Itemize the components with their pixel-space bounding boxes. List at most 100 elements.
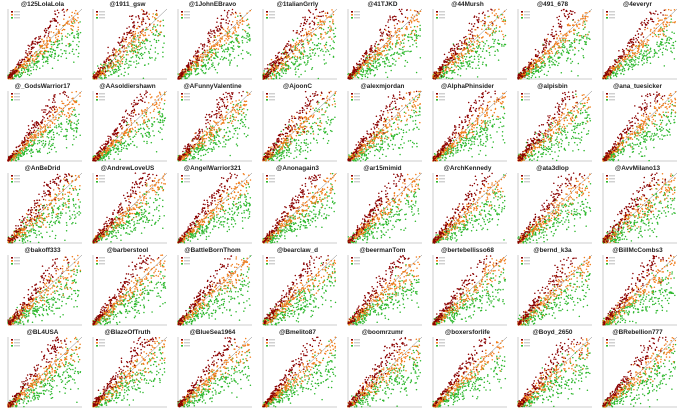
scatter-point: [634, 59, 637, 61]
scatter-point: [670, 50, 672, 52]
scatter-point: [542, 47, 545, 49]
scatter-point: [211, 33, 213, 35]
scatter-point: [371, 56, 374, 58]
scatter-point: [370, 53, 372, 55]
scatter-point: [334, 27, 337, 30]
scatter-point: [292, 44, 295, 47]
scatter-point: [321, 24, 323, 26]
scatter-point: [232, 50, 234, 53]
scatter-point: [296, 43, 298, 46]
scatter-point: [140, 47, 142, 50]
scatter-point: [403, 38, 406, 40]
scatter-point: [391, 16, 394, 19]
scatter-point: [642, 42, 644, 44]
scatter-point: [541, 69, 543, 71]
scatter-point: [664, 17, 666, 19]
scatter-point: [494, 38, 496, 41]
scatter-point: [465, 55, 468, 58]
scatter-point: [500, 30, 503, 32]
scatter-point: [279, 69, 281, 72]
scatter-point: [614, 74, 617, 77]
scatter-point: [634, 55, 637, 57]
scatter-point: [214, 68, 217, 71]
scatter-point: [360, 70, 363, 72]
scatter-point: [141, 21, 143, 23]
scatter-point: [306, 41, 309, 43]
scatter-point: [366, 70, 368, 73]
scatter-point: [402, 48, 404, 51]
scatter-point: [615, 61, 618, 64]
scatter-point: [37, 151, 39, 153]
scatter-point: [459, 39, 461, 42]
scatter-point: [319, 15, 321, 18]
scatter-point: [392, 19, 394, 21]
scatter-point: [388, 37, 390, 40]
scatter-point: [262, 72, 265, 75]
scatter-point: [320, 36, 322, 38]
scatter-point: [32, 66, 34, 68]
scatter-point: [635, 56, 637, 59]
legend-swatch: [11, 17, 13, 19]
scatter-point: [73, 12, 76, 14]
scatter-point: [366, 65, 368, 67]
scatter-point: [100, 63, 102, 65]
scatter-point: [654, 33, 657, 36]
scatter-point: [188, 69, 190, 71]
scatter-point: [44, 34, 46, 37]
scatter-point: [126, 49, 128, 52]
scatter-point: [230, 23, 233, 26]
scatter-point: [134, 32, 137, 35]
scatter-point: [221, 55, 223, 58]
scatter-point: [634, 61, 636, 63]
scatter-point: [299, 25, 302, 27]
scatter-point: [379, 53, 382, 55]
scatter-point: [211, 65, 213, 68]
scatter-point: [574, 53, 576, 55]
scatter-point: [220, 14, 223, 17]
scatter-point: [436, 75, 438, 77]
scatter-point: [58, 123, 60, 125]
scatter-point: [632, 43, 634, 46]
scatter-point: [248, 35, 251, 37]
scatter-point: [476, 40, 478, 42]
scatter-point: [131, 44, 133, 47]
scatter-point: [8, 76, 11, 79]
scatter-point: [469, 56, 471, 58]
scatter-point: [128, 41, 131, 44]
scatter-point: [262, 78, 264, 80]
scatter-point: [289, 58, 291, 61]
scatter-point: [221, 50, 224, 53]
scatter-point: [296, 60, 298, 63]
scatter-point: [394, 18, 396, 21]
scatter-point: [357, 66, 359, 68]
scatter-point: [586, 38, 588, 40]
scatter-point: [141, 8, 143, 11]
scatter-point: [389, 17, 391, 19]
scatter-point: [25, 146, 28, 149]
scatter-point: [142, 17, 144, 19]
scatter-point: [473, 22, 476, 25]
scatter-point: [225, 31, 228, 33]
scatter-point: [267, 78, 270, 80]
scatter-point: [126, 44, 129, 46]
scatter-point: [550, 33, 552, 36]
scatter-point: [137, 45, 139, 48]
scatter-point: [623, 73, 625, 76]
scatter-point: [272, 74, 274, 76]
scatter-point: [313, 54, 316, 56]
scatter-point: [317, 21, 319, 24]
scatter-point: [303, 21, 306, 24]
scatter-point: [94, 73, 96, 76]
scatter-point: [410, 20, 413, 23]
scatter-point: [294, 67, 297, 69]
legend-swatch: [11, 93, 13, 95]
scatter-point: [110, 64, 112, 67]
scatter-point: [148, 13, 150, 15]
scatter-point: [541, 61, 544, 64]
scatter-point: [116, 51, 118, 53]
scatter-point: [61, 42, 63, 45]
scatter-point: [48, 31, 50, 33]
scatter-point: [465, 42, 468, 45]
legend-text: [609, 17, 615, 19]
scatter-point: [310, 58, 312, 60]
